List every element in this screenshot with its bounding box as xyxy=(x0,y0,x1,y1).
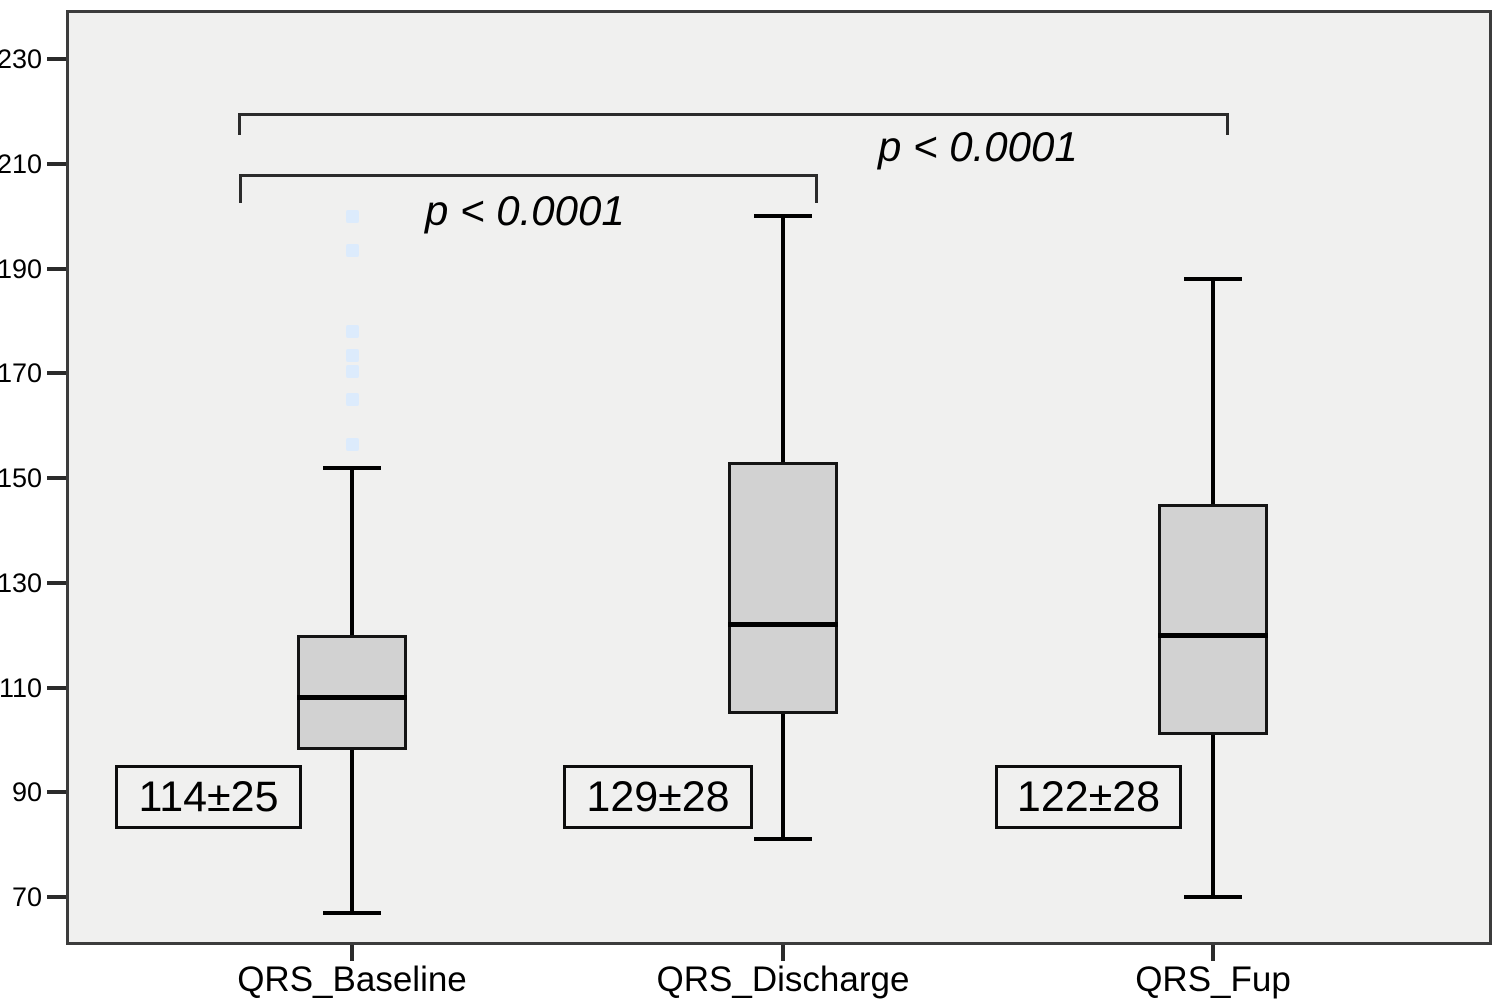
mean-sd-label-box: 129±28 xyxy=(563,765,753,829)
outlier-mark xyxy=(346,348,359,362)
x-axis-category-label: QRS_Discharge xyxy=(656,960,910,999)
median-line xyxy=(297,695,407,701)
significance-bracket xyxy=(238,113,1229,116)
y-axis-tick xyxy=(47,161,66,166)
y-axis-tick xyxy=(47,266,66,271)
y-axis-tick-label: 150 xyxy=(0,463,42,493)
upper-whisker xyxy=(1211,278,1215,505)
y-axis-tick-label: 230 xyxy=(0,44,42,74)
p-value-label: p < 0.0001 xyxy=(878,123,1078,170)
y-axis-tick xyxy=(47,580,66,585)
upper-whisker xyxy=(781,216,785,463)
y-axis-tick xyxy=(47,685,66,690)
y-axis-tick-label: 130 xyxy=(0,567,42,598)
y-axis-tick-label: 70 xyxy=(11,882,42,912)
iqr-box xyxy=(297,635,407,751)
y-axis-tick xyxy=(47,790,66,795)
lower-whisker-cap xyxy=(323,910,381,915)
upper-whisker-cap xyxy=(754,214,812,219)
outlier-mark xyxy=(346,244,359,258)
significance-bracket-end xyxy=(1226,113,1229,135)
y-axis-tick xyxy=(47,476,66,480)
x-axis-category-label: QRS_Fup xyxy=(1135,960,1291,999)
p-value-label: p < 0.0001 xyxy=(425,187,625,234)
significance-bracket-end xyxy=(815,174,818,203)
median-line xyxy=(1158,632,1268,638)
y-axis-tick xyxy=(47,371,66,376)
outlier-mark xyxy=(346,210,359,224)
outlier-mark xyxy=(346,393,359,407)
y-axis-tick-label: 170 xyxy=(0,358,42,389)
upper-whisker xyxy=(350,467,354,636)
y-axis-tick-label: 210 xyxy=(0,148,42,179)
outlier-mark xyxy=(346,325,359,339)
y-axis-tick xyxy=(47,895,66,899)
mean-sd-label-box: 114±25 xyxy=(115,765,302,829)
median-line xyxy=(728,622,838,628)
y-axis-tick-label: 190 xyxy=(0,253,42,284)
lower-whisker xyxy=(350,750,354,913)
x-axis-category-label: QRS_Baseline xyxy=(237,960,467,999)
upper-whisker-cap xyxy=(1184,276,1242,281)
significance-bracket-end xyxy=(239,174,242,203)
outlier-mark xyxy=(346,364,359,378)
significance-bracket xyxy=(239,174,818,177)
lower-whisker xyxy=(1211,734,1215,897)
x-axis-tick xyxy=(1211,945,1215,961)
upper-whisker-cap xyxy=(323,465,381,470)
y-axis-tick-label: 110 xyxy=(0,672,42,703)
x-axis-tick xyxy=(350,945,354,961)
y-axis-tick-label: 90 xyxy=(11,777,42,808)
lower-whisker-cap xyxy=(754,837,812,842)
significance-bracket-end xyxy=(238,113,241,135)
iqr-box xyxy=(728,462,838,714)
mean-sd-label-box: 122±28 xyxy=(995,765,1182,829)
lower-whisker-cap xyxy=(1184,895,1242,899)
y-axis-tick xyxy=(47,57,66,61)
outlier-mark xyxy=(346,437,359,451)
iqr-box xyxy=(1158,504,1268,735)
lower-whisker xyxy=(781,713,785,840)
x-axis-tick xyxy=(781,945,785,961)
